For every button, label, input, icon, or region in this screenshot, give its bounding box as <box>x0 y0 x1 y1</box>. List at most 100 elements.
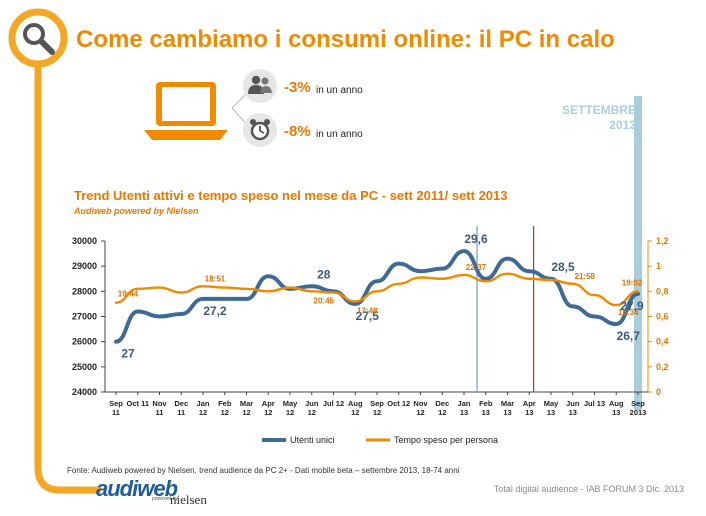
x-tick-label: 11 <box>156 408 164 417</box>
data-label: 22:37 <box>466 263 487 272</box>
x-tick-label: Apr <box>523 399 536 408</box>
x-tick-label: Dec <box>174 399 188 408</box>
logo-powered-by: powered by <box>152 496 178 502</box>
x-tick-label: Jan <box>458 399 471 408</box>
y-tick-label-left: 27000 <box>72 312 97 322</box>
x-tick-label: Dec <box>435 399 449 408</box>
data-label: 20:45 <box>314 296 335 305</box>
x-tick-label: 12 <box>199 408 207 417</box>
y-tick-label-left: 30000 <box>72 236 97 246</box>
highlight-month: SETTEMBRE 2013 <box>562 103 636 133</box>
search-icon <box>23 23 55 55</box>
x-tick-label: 2013 <box>630 408 647 417</box>
x-tick-label: 13 <box>612 408 620 417</box>
x-tick-label: 13 <box>569 408 577 417</box>
y-tick-label-left: 24000 <box>72 387 97 397</box>
x-tick-label: Jul 12 <box>323 399 344 408</box>
data-label: 26,7 <box>617 329 641 343</box>
x-tick-label: 13 <box>525 408 533 417</box>
x-tick-label: 12 <box>351 408 359 417</box>
nielsen-logo: nielsen <box>170 492 207 507</box>
y-tick-label-left: 26000 <box>72 337 97 347</box>
x-tick-label: Sep <box>631 399 645 408</box>
x-tick-label: 13 <box>482 408 490 417</box>
x-tick-label: 12 <box>416 408 424 417</box>
x-tick-label: 13 <box>460 408 468 417</box>
legend-label-utenti: Utenti unici <box>290 435 335 445</box>
data-label: 28,5 <box>551 260 575 274</box>
x-tick-label: 12 <box>242 408 250 417</box>
page-title: Come cambiamo i consumi online: il PC in… <box>76 26 615 53</box>
y-tick-label-right: 0,4 <box>656 337 669 347</box>
users-icon <box>248 75 272 94</box>
data-label: 19:44 <box>118 290 139 299</box>
y-tick-label-right: 0 <box>656 387 661 397</box>
event-footer: Total digital audience - IAB FORUM 3 Dic… <box>493 484 684 494</box>
x-tick-label: 12 <box>308 408 316 417</box>
x-tick-label: 12 <box>373 408 381 417</box>
data-label: 29,6 <box>464 232 488 246</box>
x-tick-label: Oct 11 <box>126 399 149 408</box>
x-tick-label: Nov <box>152 399 167 408</box>
data-label: 27,9 <box>620 299 644 313</box>
legend-label-tempo: Tempo speso per persona <box>394 435 498 445</box>
x-tick-label: 12 <box>286 408 294 417</box>
data-label: 16:34 <box>618 308 639 317</box>
x-tick-label: 12 <box>438 408 446 417</box>
data-label: 27,5 <box>356 309 380 323</box>
source-note: Fonte: Audiweb powered by Nielsen, trend… <box>67 466 460 475</box>
y-tick-label-right: 0,2 <box>656 362 669 372</box>
kpi-graphic <box>144 69 277 147</box>
data-label: 27 <box>121 347 135 361</box>
series-line-utenti <box>114 249 640 344</box>
chart-title: Trend Utenti attivi e tempo speso nel me… <box>74 188 508 203</box>
y-tick-label-right: 1 <box>656 261 661 271</box>
kpi-users-value: -3% <box>284 79 311 96</box>
data-label: 19:02 <box>622 278 643 287</box>
x-tick-label: Sep <box>370 399 384 408</box>
kpi-users-label: in un anno <box>316 85 363 96</box>
x-tick-label: May <box>283 399 298 408</box>
y-tick-label-left: 25000 <box>72 362 97 372</box>
highlight-band <box>634 96 642 410</box>
x-tick-label: 13 <box>503 408 511 417</box>
x-tick-label: Apr <box>262 399 275 408</box>
chart-subtitle: Audiweb powered by Nielsen <box>74 206 199 216</box>
x-tick-label: Jun <box>566 399 580 408</box>
y-tick-label-left: 29000 <box>72 261 97 271</box>
y-tick-label-right: 1,2 <box>656 236 669 246</box>
x-tick-label: Feb <box>479 399 493 408</box>
alarm-clock-icon <box>250 119 270 141</box>
x-tick-label: Aug <box>609 399 624 408</box>
data-label: 27,2 <box>203 304 227 318</box>
kpi-time-value: -8% <box>284 123 311 140</box>
x-tick-label: Feb <box>218 399 232 408</box>
x-tick-label: Jan <box>197 399 210 408</box>
highlight-month-line1: SETTEMBRE <box>561 103 636 117</box>
x-tick-label: Mar <box>501 399 514 408</box>
x-tick-label: 13 <box>547 408 555 417</box>
series-line-tempo <box>114 272 640 307</box>
x-tick-label: 12 <box>264 408 272 417</box>
x-tick-label: 11 <box>177 408 185 417</box>
y-tick-label-right: 0,8 <box>656 286 669 296</box>
highlight-month-line2: 2013 <box>609 118 636 132</box>
x-tick-label: Aug <box>348 399 363 408</box>
x-tick-label: Sep <box>109 399 123 408</box>
data-label: 28 <box>317 267 331 281</box>
audiweb-logo: audiweb <box>96 476 178 501</box>
y-tick-label-left: 28000 <box>72 286 97 296</box>
x-tick-label: 11 <box>112 408 120 417</box>
x-tick-label: 12 <box>221 408 229 417</box>
data-label: 18:51 <box>205 274 226 283</box>
x-tick-label: Oct 12 <box>387 399 410 408</box>
laptop-icon <box>144 82 228 140</box>
x-tick-label: May <box>544 399 559 408</box>
y-tick-label-right: 0,6 <box>656 312 669 322</box>
kpi-time-label: in un anno <box>316 129 363 140</box>
x-tick-label: Nov <box>413 399 428 408</box>
x-tick-label: Jun <box>305 399 319 408</box>
data-label: 17:48 <box>357 306 378 315</box>
